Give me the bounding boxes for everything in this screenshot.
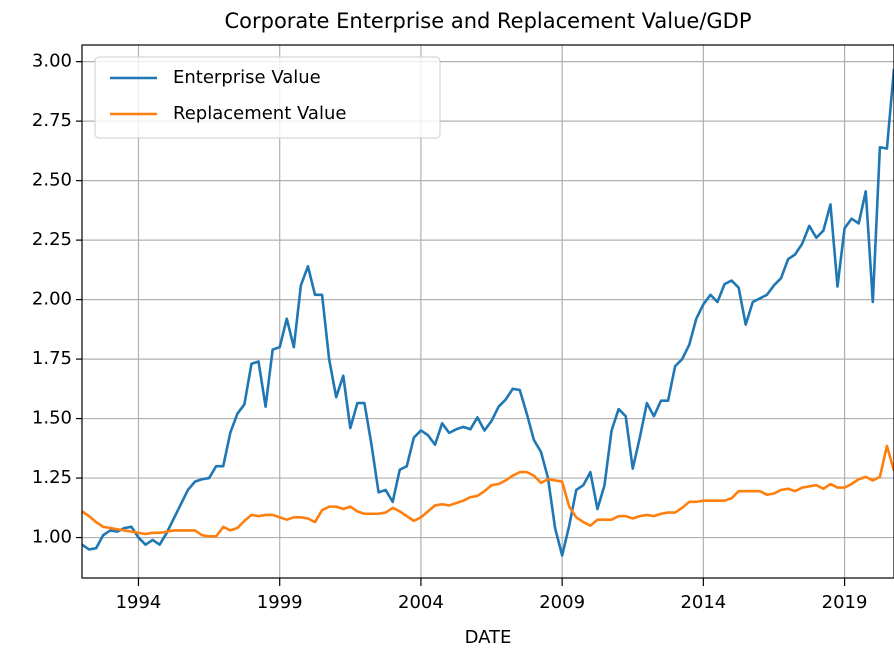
x-tick-label: 2014 <box>680 592 726 613</box>
x-tick-label: 2009 <box>539 592 585 613</box>
y-tick-label: 2.00 <box>32 289 72 310</box>
x-tick-label: 1999 <box>257 592 303 613</box>
legend-label: Replacement Value <box>173 103 346 124</box>
chart-title: Corporate Enterprise and Replacement Val… <box>224 9 751 33</box>
legend-label: Enterprise Value <box>173 67 321 88</box>
y-tick-label: 2.25 <box>32 229 72 250</box>
x-tick-label: 2019 <box>822 592 868 613</box>
series-line <box>82 68 894 557</box>
y-tick-label: 1.00 <box>32 527 72 548</box>
y-tick-label: 2.50 <box>32 170 72 191</box>
series-line <box>82 444 894 538</box>
plot-frame <box>81 44 894 579</box>
y-tick-label: 1.25 <box>32 467 72 488</box>
x-tick-label: 1994 <box>116 592 162 613</box>
x-axis-label: DATE <box>465 627 512 648</box>
y-tick-label: 1.75 <box>32 348 72 369</box>
legend-box <box>94 56 441 139</box>
y-tick-label: 2.75 <box>32 110 72 131</box>
y-tick-label: 3.00 <box>32 51 72 72</box>
x-tick-label: 2004 <box>398 592 444 613</box>
y-tick-label: 1.50 <box>32 408 72 429</box>
